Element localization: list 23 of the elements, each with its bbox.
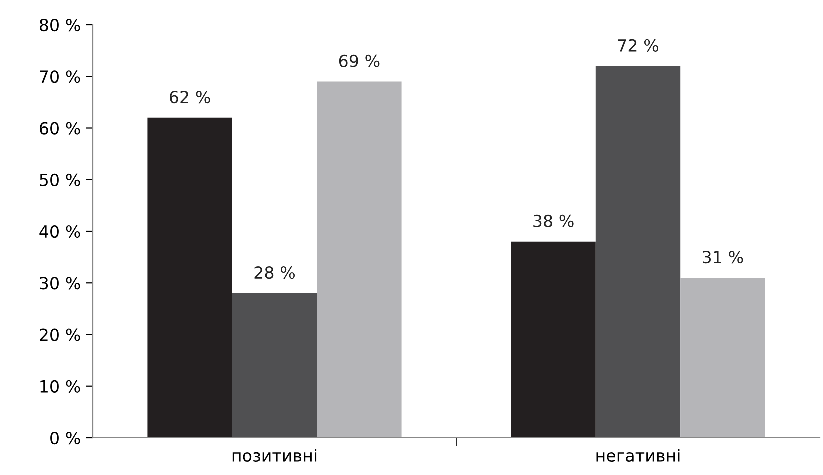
x-tick-label: негативні xyxy=(596,449,680,462)
y-tick-label: 30 % xyxy=(40,277,80,290)
bar xyxy=(511,242,596,438)
y-tick-label: 50 % xyxy=(40,174,80,186)
y-tick-label: 60 % xyxy=(40,122,80,135)
y-tick-label: 10 % xyxy=(40,380,80,393)
y-tick-label: 20 % xyxy=(40,328,80,342)
y-tick-label: 40 % xyxy=(40,225,80,238)
data-label: 72 % xyxy=(618,39,658,52)
bar xyxy=(317,82,402,438)
bar xyxy=(680,278,766,438)
y-tick-label: 80 % xyxy=(40,18,80,32)
bar xyxy=(232,293,318,438)
bar xyxy=(596,66,681,438)
y-tick-label: 0 % xyxy=(50,432,80,445)
bar xyxy=(148,118,232,438)
data-label: 38 % xyxy=(534,214,574,228)
x-tick-label: позитивні xyxy=(232,449,317,462)
data-label: 31 % xyxy=(703,251,744,264)
data-label: 69 % xyxy=(339,54,380,68)
y-tick-label: 70 % xyxy=(40,70,80,84)
data-label: 28 % xyxy=(254,266,295,280)
data-label: 62 % xyxy=(170,90,210,104)
